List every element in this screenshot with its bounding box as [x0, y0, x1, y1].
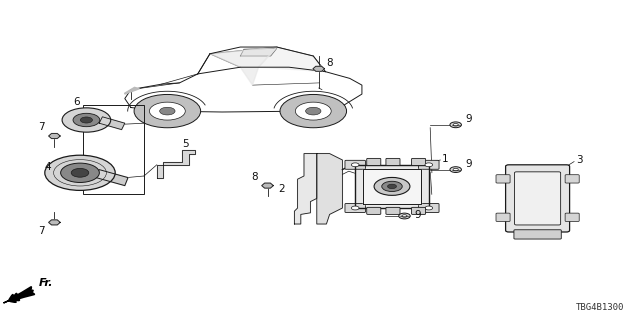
FancyBboxPatch shape: [345, 204, 365, 212]
Bar: [83, 105, 144, 194]
FancyBboxPatch shape: [367, 207, 381, 214]
FancyBboxPatch shape: [496, 175, 510, 183]
FancyBboxPatch shape: [496, 213, 510, 221]
Polygon shape: [157, 150, 195, 178]
FancyBboxPatch shape: [419, 160, 439, 169]
FancyBboxPatch shape: [515, 172, 561, 225]
Circle shape: [388, 184, 397, 189]
Circle shape: [453, 124, 458, 126]
FancyBboxPatch shape: [506, 165, 570, 232]
Text: 1: 1: [442, 154, 448, 164]
Circle shape: [73, 113, 100, 127]
Circle shape: [150, 102, 186, 120]
Polygon shape: [210, 47, 277, 85]
Polygon shape: [317, 154, 342, 224]
Circle shape: [402, 215, 407, 217]
Polygon shape: [313, 66, 324, 71]
FancyBboxPatch shape: [386, 207, 400, 214]
Circle shape: [71, 168, 89, 177]
Polygon shape: [4, 291, 32, 303]
Circle shape: [453, 168, 458, 171]
Text: 2: 2: [278, 184, 285, 194]
Text: TBG4B1300: TBG4B1300: [575, 303, 624, 312]
FancyBboxPatch shape: [345, 160, 365, 169]
Circle shape: [306, 107, 321, 115]
Text: 9: 9: [414, 210, 420, 220]
FancyBboxPatch shape: [565, 213, 579, 221]
Circle shape: [399, 213, 410, 219]
Polygon shape: [125, 87, 140, 94]
Text: 7: 7: [38, 226, 45, 236]
Polygon shape: [99, 117, 125, 130]
Circle shape: [296, 102, 332, 120]
Circle shape: [134, 94, 201, 128]
FancyBboxPatch shape: [412, 207, 426, 214]
Text: 7: 7: [38, 122, 45, 132]
Text: 4: 4: [45, 162, 51, 172]
Circle shape: [351, 206, 359, 210]
Polygon shape: [262, 183, 273, 188]
Circle shape: [425, 206, 433, 210]
Text: 9: 9: [465, 114, 472, 124]
Circle shape: [381, 181, 403, 191]
Text: 5: 5: [182, 139, 189, 149]
Polygon shape: [49, 220, 60, 225]
Circle shape: [425, 163, 433, 167]
FancyBboxPatch shape: [565, 175, 579, 183]
Text: 3: 3: [576, 155, 582, 165]
Polygon shape: [294, 154, 317, 224]
Circle shape: [351, 163, 359, 167]
Text: Fr.: Fr.: [38, 278, 53, 288]
FancyBboxPatch shape: [367, 158, 381, 165]
FancyBboxPatch shape: [419, 204, 439, 212]
Circle shape: [374, 177, 410, 195]
Circle shape: [280, 94, 347, 128]
FancyBboxPatch shape: [514, 230, 561, 239]
Polygon shape: [259, 47, 326, 72]
Text: 6: 6: [74, 97, 80, 107]
Circle shape: [81, 117, 93, 123]
Polygon shape: [96, 170, 128, 186]
FancyBboxPatch shape: [412, 158, 426, 165]
FancyBboxPatch shape: [386, 158, 400, 165]
Circle shape: [160, 107, 175, 115]
Circle shape: [450, 167, 461, 172]
Text: 8: 8: [326, 58, 333, 68]
Polygon shape: [49, 133, 60, 139]
Text: 8: 8: [252, 172, 258, 182]
Circle shape: [45, 155, 115, 190]
Circle shape: [450, 122, 461, 128]
Text: 9: 9: [465, 159, 472, 169]
Polygon shape: [363, 169, 421, 204]
Polygon shape: [241, 48, 277, 56]
Circle shape: [62, 108, 111, 132]
Circle shape: [61, 163, 99, 182]
Polygon shape: [355, 165, 429, 208]
